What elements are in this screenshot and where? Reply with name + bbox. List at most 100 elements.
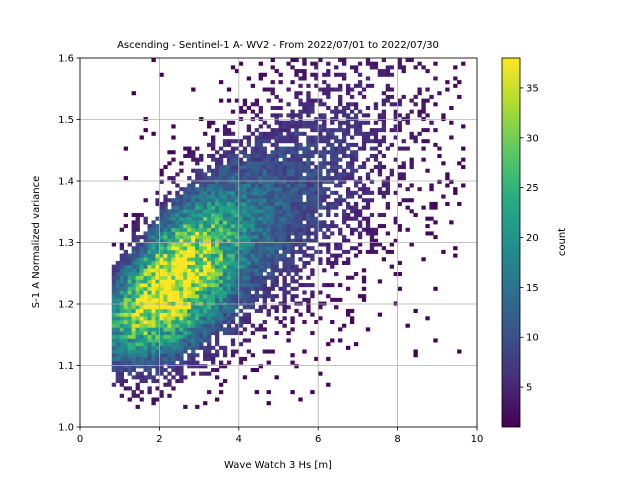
histogram-cell [242, 227, 248, 232]
histogram-cell [262, 257, 267, 262]
histogram-cell [238, 294, 244, 299]
histogram-cell [334, 201, 339, 206]
histogram-cell [270, 165, 275, 170]
histogram-cell [218, 290, 224, 295]
histogram-cell [330, 220, 335, 225]
histogram-cell [127, 275, 132, 280]
histogram-cell [338, 87, 343, 92]
histogram-cell [207, 353, 212, 358]
histogram-cell [377, 279, 383, 284]
histogram-cell [207, 242, 212, 247]
histogram-cell [171, 201, 176, 206]
histogram-cell [191, 212, 196, 218]
histogram-cell [334, 161, 339, 166]
histogram-cell [330, 253, 335, 258]
histogram-cell [230, 272, 236, 277]
histogram-cell [127, 397, 132, 402]
histogram-cell [159, 338, 164, 343]
histogram-cell [151, 279, 156, 284]
histogram-cell [214, 176, 220, 181]
histogram-cell [254, 183, 259, 188]
histogram-cell [278, 257, 283, 262]
histogram-cell [203, 297, 208, 302]
histogram-cell [211, 360, 216, 365]
histogram-cell [345, 146, 351, 151]
histogram-cell [254, 242, 259, 247]
histogram-cell [342, 238, 347, 243]
histogram-cell [214, 161, 220, 166]
histogram-cell [449, 135, 454, 140]
histogram-cell [199, 327, 204, 332]
histogram-cell [242, 312, 248, 317]
histogram-cell [290, 242, 295, 247]
histogram-cell [214, 305, 220, 310]
histogram-cell [342, 168, 347, 173]
histogram-cell [318, 301, 323, 306]
histogram-cell [191, 150, 196, 155]
histogram-cell [274, 249, 279, 254]
histogram-cell [139, 272, 144, 277]
histogram-cell [381, 257, 387, 262]
histogram-cell [417, 113, 422, 118]
histogram-cell [119, 323, 125, 328]
histogram-cell [226, 260, 232, 265]
histogram-cell [187, 253, 192, 258]
histogram-cell [155, 249, 160, 254]
histogram-cell [421, 105, 426, 111]
histogram-cell [278, 194, 283, 199]
histogram-cell [163, 356, 168, 361]
histogram-cell [302, 105, 307, 111]
histogram-cell [425, 87, 430, 92]
histogram-cell [211, 319, 216, 325]
histogram-cell [453, 83, 458, 88]
histogram-cell [151, 342, 156, 347]
histogram-cell [187, 331, 192, 336]
histogram-cell [314, 72, 319, 77]
histogram-cell [274, 146, 279, 151]
histogram-cell [306, 220, 311, 225]
histogram-cell [254, 272, 259, 277]
histogram-cell [207, 231, 212, 236]
histogram-cell [207, 264, 212, 269]
histogram-cell [393, 124, 398, 129]
histogram-cell [282, 120, 287, 125]
histogram-cell [218, 364, 224, 369]
histogram-cell [111, 268, 117, 273]
histogram-cell [230, 231, 236, 236]
histogram-cell [270, 131, 275, 136]
histogram-cell [127, 260, 132, 265]
histogram-cell [195, 235, 200, 240]
histogram-cell [290, 327, 295, 332]
histogram-cell [274, 294, 279, 299]
histogram-cell [282, 124, 287, 129]
histogram-cell [151, 312, 156, 317]
histogram-cell [298, 301, 303, 306]
histogram-cell [159, 253, 164, 258]
histogram-cell [195, 290, 200, 295]
histogram-cell [290, 205, 295, 210]
histogram-cell [349, 135, 355, 140]
histogram-cell [274, 260, 279, 265]
histogram-cell [115, 312, 121, 317]
histogram-cell [389, 65, 394, 70]
histogram-cell [155, 397, 160, 402]
histogram-cell [175, 212, 180, 218]
histogram-cell [254, 216, 259, 221]
histogram-cell [425, 128, 430, 133]
histogram-cell [127, 312, 132, 317]
histogram-cell [187, 360, 192, 365]
histogram-cell [135, 319, 140, 325]
histogram-cell [123, 146, 128, 151]
histogram-cell [314, 249, 319, 254]
histogram-cell [127, 349, 132, 354]
histogram-cell [405, 187, 410, 192]
histogram-cell [131, 375, 136, 380]
histogram-cell [238, 142, 244, 147]
histogram-cell [191, 316, 196, 321]
histogram-cell [274, 117, 279, 122]
histogram-cell [270, 209, 275, 214]
histogram-cell [338, 327, 343, 332]
histogram-cell [258, 231, 263, 236]
histogram-cell [262, 165, 267, 170]
histogram-cell [191, 349, 196, 354]
